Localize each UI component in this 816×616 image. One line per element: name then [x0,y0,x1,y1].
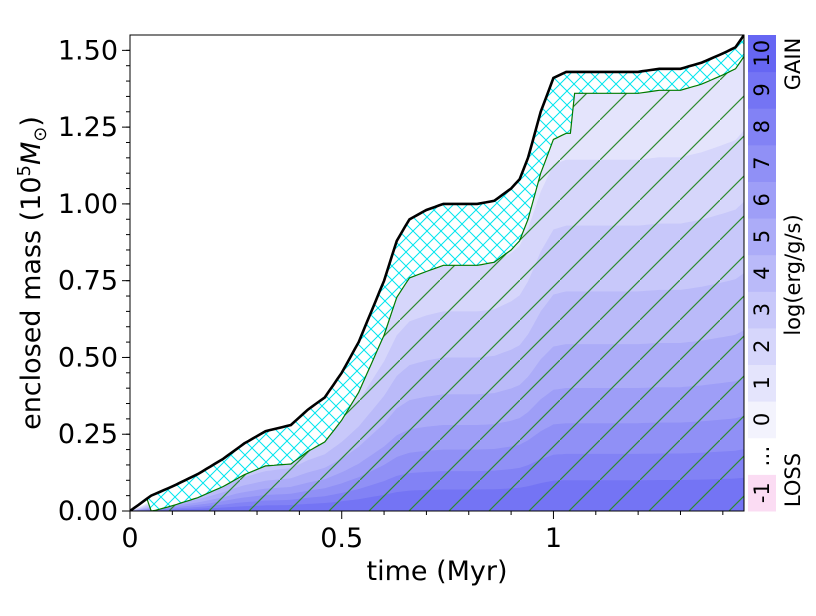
plot-frame [129,34,745,512]
colorbar-swatch [748,218,776,256]
colorbar-tick-label: 8 [750,120,774,133]
x-tick-label: 1 [545,523,562,554]
colorbar-swatch [748,254,776,292]
colorbar-swatch [748,144,776,182]
colorbar-tick-label: 7 [750,156,774,169]
x-tick-label: 0.5 [320,523,363,554]
colorbar-tick-label: 9 [750,83,774,96]
y-axis-label-exponent: 5 [14,165,35,176]
colorbar-tick-label: 4 [750,266,774,279]
colorbar-tick-label: 1 [750,376,774,389]
y-axis-label-subscript: ⊙ [30,127,51,142]
y-axis-label-close: ) [16,116,47,127]
x-axis: 0 0.5 1 [121,511,724,554]
colorbar-swatch [748,327,776,366]
colorbar-swatch [748,437,776,475]
colorbar-swatch [748,291,776,329]
colorbar-loss-label: LOSS [781,453,805,507]
y-axis-label-symbol: M [16,142,47,165]
total-mass-line [130,35,744,511]
y-tick-label: 1.00 [58,189,118,220]
y-tick-label: 0.75 [58,266,118,297]
colorbar-tick-label: 3 [750,303,774,316]
plot-area [130,35,744,511]
y-axis-label-main: enclosed mass (10 [16,176,47,429]
colorbar-swatch [748,364,776,402]
colorbar-swatch [748,474,776,512]
colorbar-title: log(erg/g/s) [781,214,805,335]
colorbar-swatch [748,401,776,439]
y-axis: 0.00 0.25 0.50 0.75 1.00 1.25 1.50 [58,35,130,527]
radiative-zone-hatch [130,35,744,511]
colorbar-tick-label: 5 [750,230,774,243]
y-axis-label: enclosed mass (105M⊙) [14,116,51,430]
y-tick-label: 0.50 [58,342,118,373]
colorbar-tick-label: -1 [750,482,774,503]
colorbar-tick-label: 2 [750,340,774,353]
y-tick-label: 0.00 [58,496,118,527]
colorbar-tick-label: 0 [750,413,774,426]
colorbar-tick-label: 6 [750,193,774,206]
colorbar-swatch [748,181,776,219]
x-tick-label: 0 [121,523,138,554]
colorbar-tick-label: … [750,446,774,467]
colorbar-swatch [748,71,776,109]
y-tick-label: 1.50 [58,35,118,66]
colorbar-swatch [748,35,776,73]
colorbar-gain-label: GAIN [781,38,805,91]
colorbar-tick-label: 10 [750,40,774,67]
y-tick-label: 1.25 [58,112,118,143]
colorbar: -1 … 0 1 2 3 4 5 6 7 8 9 10 [748,35,776,512]
y-tick-label: 0.25 [58,419,118,450]
colorbar-swatch [748,108,776,146]
x-axis-label: time (Myr) [366,556,507,587]
